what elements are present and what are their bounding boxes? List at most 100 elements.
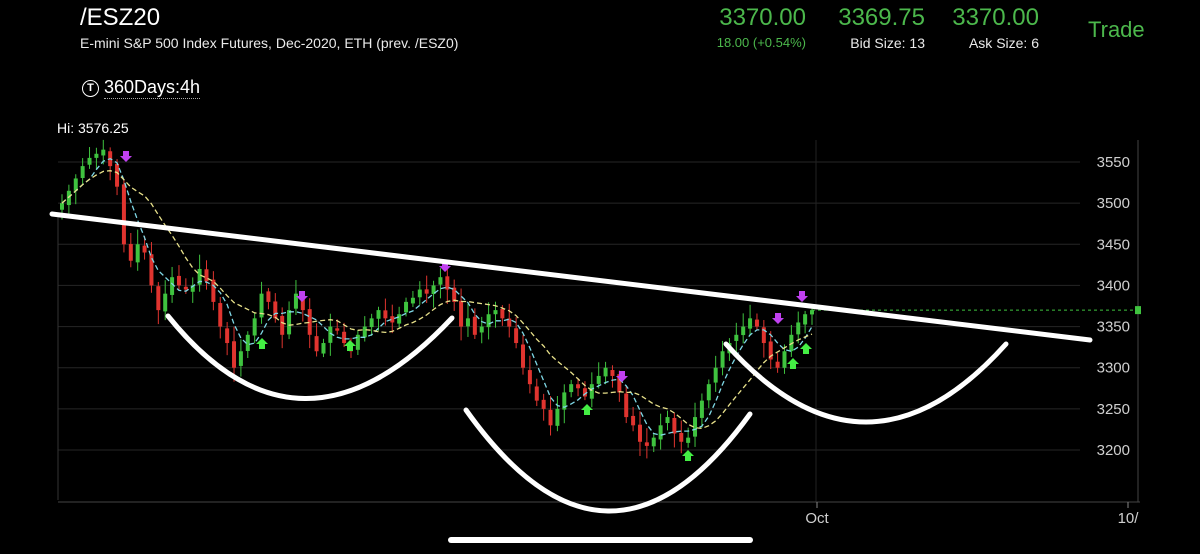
candle-body [562, 392, 567, 410]
timeframe-label: 360Days:4h [104, 77, 201, 99]
candle-body [527, 370, 532, 385]
candle-body [128, 244, 133, 261]
candle-body [369, 318, 374, 328]
candle-body [417, 289, 422, 298]
buy-signal-arrow [682, 450, 694, 461]
price-change: 18.00 (+0.54%) [716, 35, 806, 50]
candle-body [287, 310, 292, 335]
candle-body [342, 331, 347, 344]
candle-body [596, 375, 601, 384]
candle-body [665, 417, 670, 424]
candle-body [810, 310, 814, 315]
symbol-title: /ESZ20 [80, 4, 161, 31]
timeframe-icon: T [82, 79, 99, 97]
candle-body [438, 277, 443, 285]
candle-body [197, 268, 202, 285]
x-tick-label: Oct [805, 510, 829, 527]
candle-body [576, 384, 581, 389]
candle-body [521, 344, 526, 368]
candle-body [686, 437, 691, 443]
candle-body [486, 314, 491, 328]
x-tick-label: 10/ [1118, 510, 1140, 527]
x-axis-labels: Oct 10/ [805, 502, 1139, 527]
candle-body [232, 341, 237, 368]
sell-signal-arrow [772, 313, 784, 324]
center-cup [463, 407, 753, 514]
candle-body [782, 351, 787, 368]
candle-body [610, 370, 615, 376]
signal-arrows [120, 151, 812, 461]
candle-body [156, 286, 161, 311]
sell-signal-arrow [616, 371, 628, 382]
candle-body [768, 341, 773, 360]
candle-body [204, 269, 209, 282]
candle-body [149, 254, 154, 286]
candle-body [355, 334, 360, 350]
candle-body [748, 318, 753, 329]
candle-body [741, 326, 746, 336]
candle-body [582, 388, 587, 397]
candle-body [94, 153, 99, 158]
drawings [49, 211, 1093, 514]
home-indicator[interactable] [448, 537, 753, 543]
buy-signal-arrow [581, 404, 593, 415]
sell-signal-arrow [120, 151, 132, 162]
candle-body [66, 190, 71, 206]
candle-body [252, 318, 257, 336]
y-axis-labels: 3550 3500 3450 3400 3350 3300 3250 3200 [1097, 154, 1130, 459]
candle-body [60, 203, 64, 210]
left-cup [165, 313, 455, 401]
candle-body [280, 315, 285, 335]
candle-body [679, 432, 684, 442]
candle-body [225, 328, 230, 344]
candle-body [472, 316, 477, 335]
candle-body [390, 316, 395, 323]
moving-averages [61, 157, 1141, 436]
y-tick-label: 3350 [1097, 319, 1130, 336]
sell-signal-arrow [796, 291, 808, 302]
candle-body [163, 293, 168, 312]
candle-body [452, 287, 457, 302]
chart-grid [57, 140, 1140, 503]
candle-body [796, 322, 801, 335]
candle-body [218, 303, 223, 327]
candle-body [328, 326, 333, 343]
candle-body [300, 296, 305, 311]
right-cup [723, 341, 1009, 425]
candle-body [541, 399, 546, 409]
candle-body [617, 374, 622, 393]
candle-body [493, 310, 498, 315]
candle-body [706, 384, 711, 401]
candle-body [500, 309, 505, 319]
ask-size: Ask Size: 6 [968, 35, 1039, 51]
y-tick-label: 3250 [1097, 401, 1130, 418]
fast-moving-average [61, 157, 813, 436]
candle-body [734, 334, 739, 341]
candle-body [335, 328, 340, 331]
candle-body [624, 393, 629, 418]
candle-body [273, 301, 278, 319]
candle-body [569, 384, 574, 393]
candle-body [548, 409, 553, 426]
high-label: Hi: 3576.25 [57, 120, 129, 136]
candle-body [514, 328, 519, 344]
candle-body [555, 408, 560, 426]
candle-body [101, 149, 106, 156]
candle-body [431, 285, 436, 295]
candle-body [376, 310, 381, 319]
candle-body [245, 334, 250, 351]
candle-body [803, 314, 808, 325]
candle-body [142, 245, 147, 253]
candle-body [720, 351, 725, 368]
y-tick-label: 3300 [1097, 360, 1130, 377]
candle-body [754, 319, 759, 327]
candle-body [410, 297, 415, 304]
candle-body [775, 361, 780, 368]
timeframe-selector[interactable]: T 360Days:4h [82, 77, 201, 99]
candle-body [672, 417, 677, 434]
candle-body [176, 275, 181, 286]
trade-button[interactable]: Trade [1088, 17, 1145, 42]
buy-signal-arrow [787, 358, 799, 369]
candle-body [631, 415, 636, 426]
